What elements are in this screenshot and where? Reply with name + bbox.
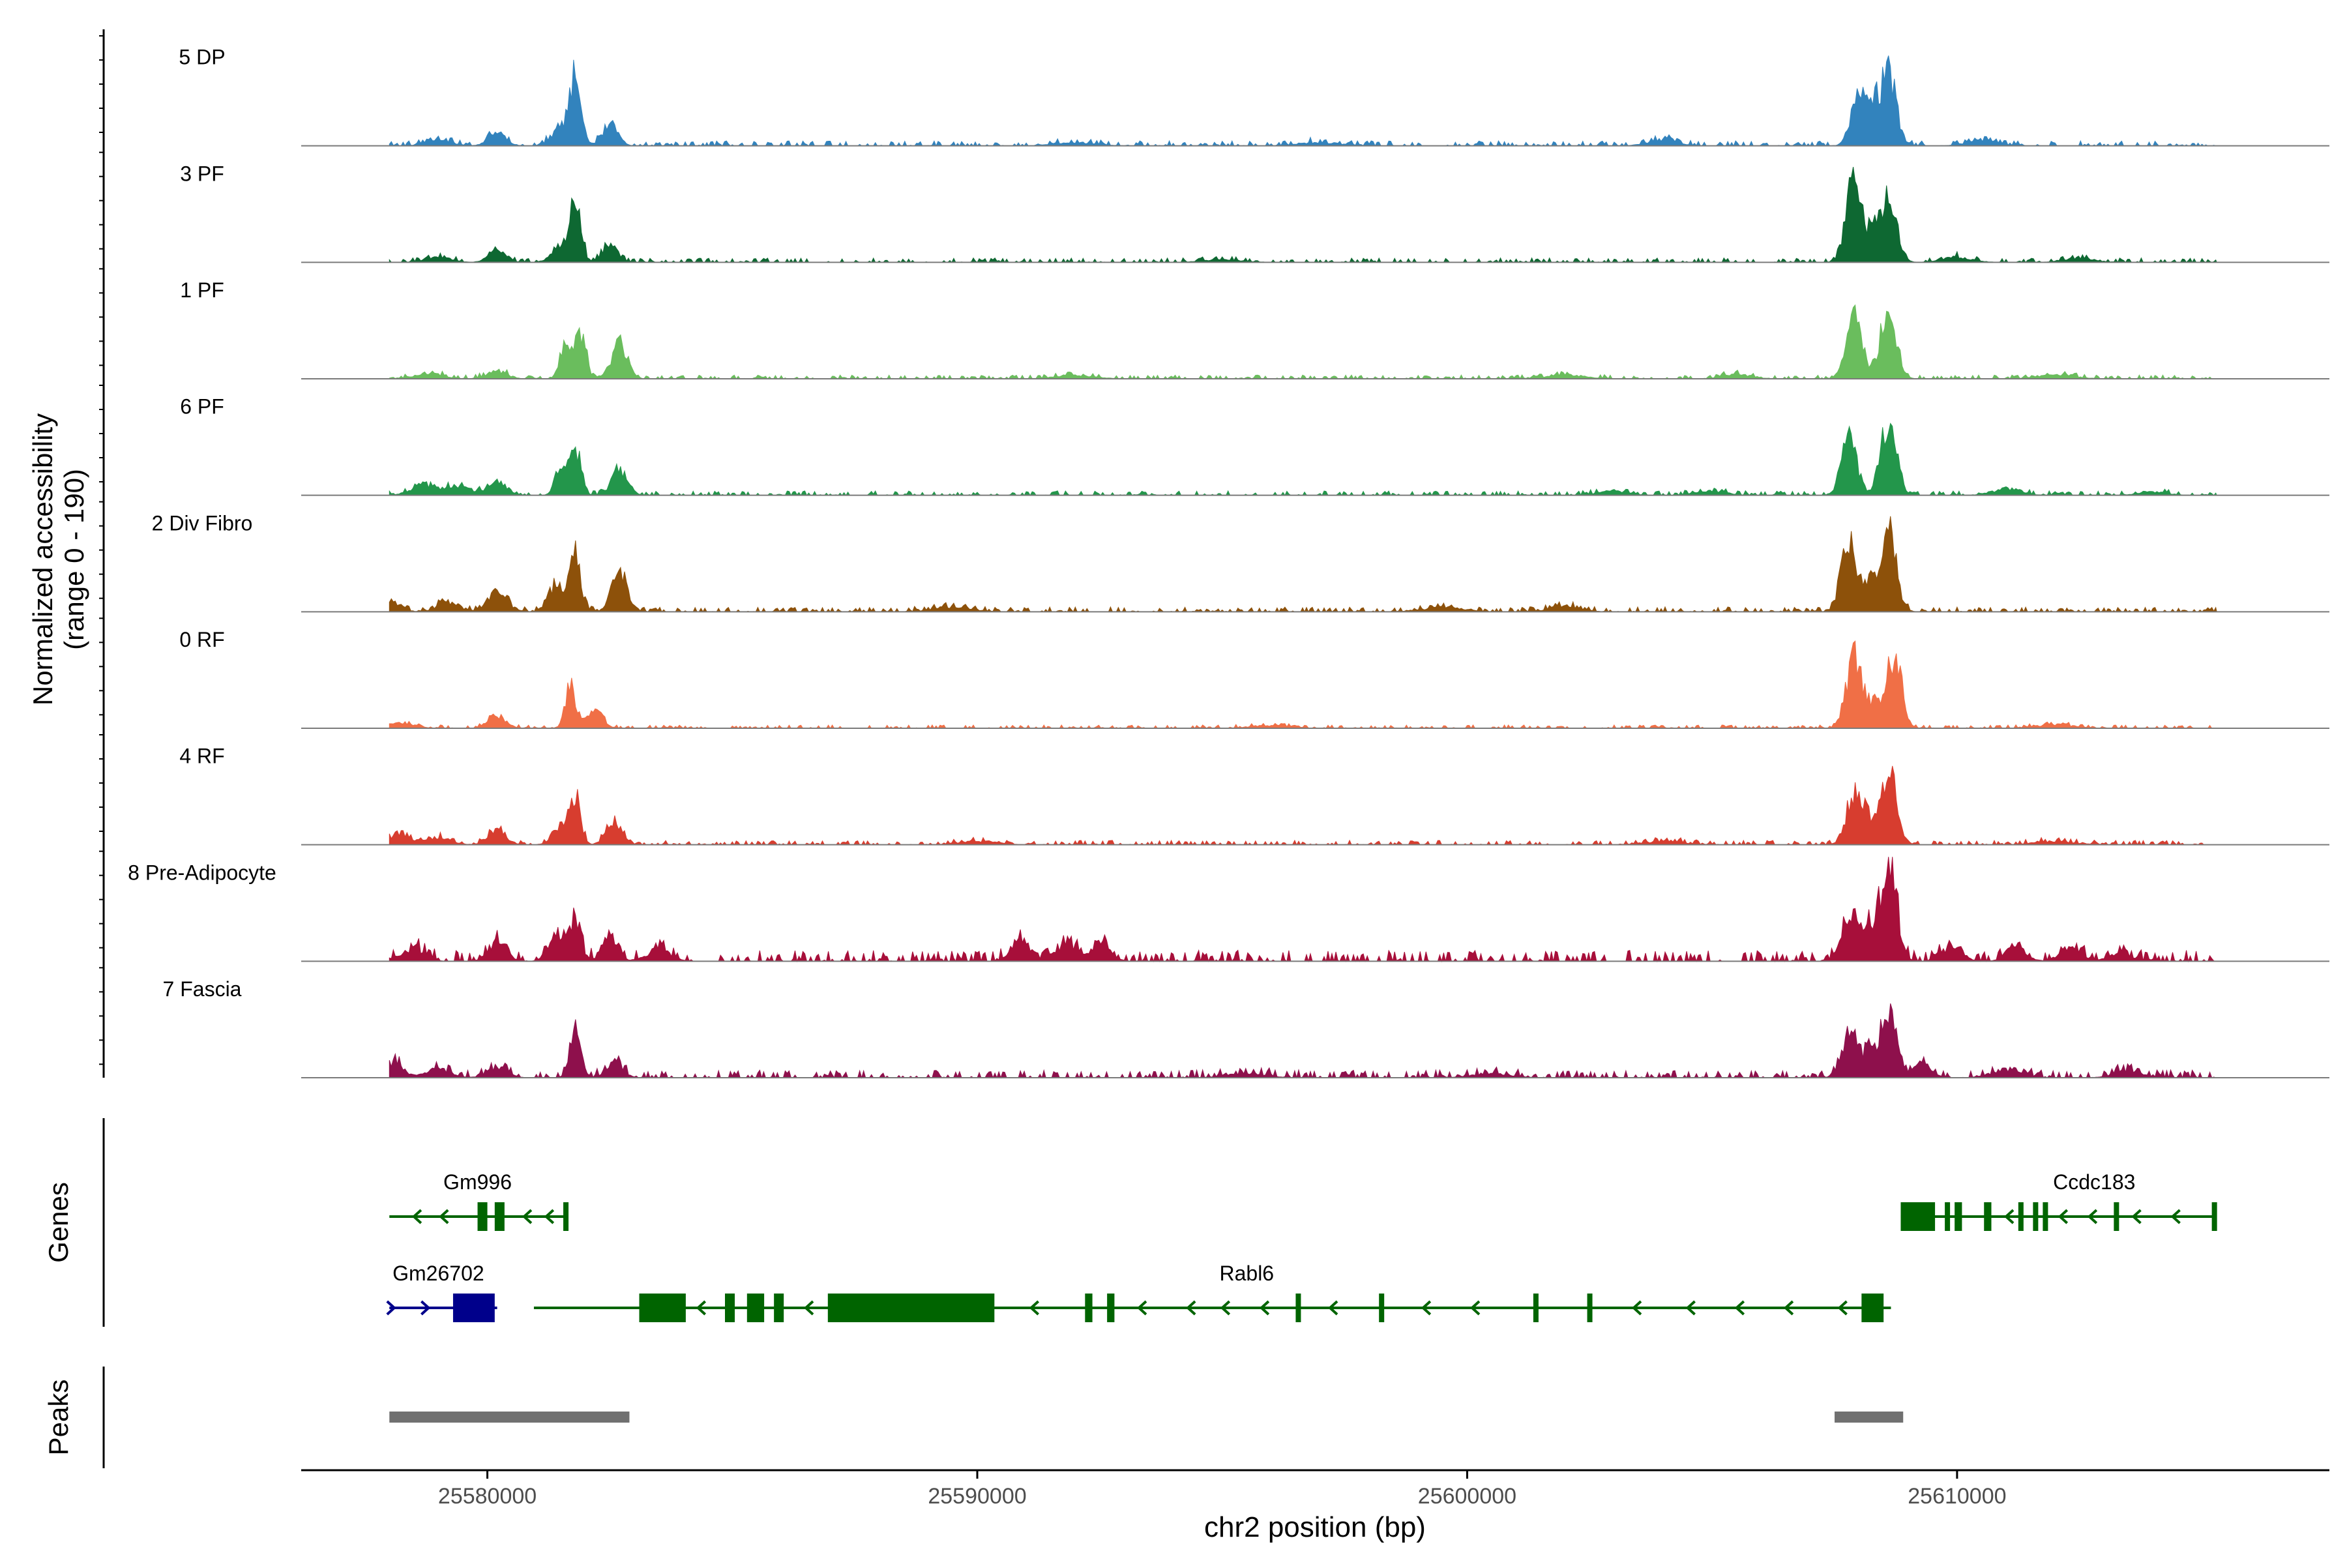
gene-exon <box>2211 1202 2217 1231</box>
gene-ccdc183: Ccdc183 <box>1900 1170 2217 1231</box>
gene-exon <box>1861 1294 1884 1322</box>
gene-label: Ccdc183 <box>2053 1170 2135 1194</box>
strand-arrow <box>421 1300 431 1316</box>
gene-label: Gm26702 <box>392 1262 484 1285</box>
track-3: 1 PF <box>180 278 2329 379</box>
strand-arrow <box>1421 1300 1432 1316</box>
gene-exon <box>1107 1294 1115 1322</box>
gene-exon <box>1295 1294 1301 1322</box>
gene-exon <box>1533 1294 1539 1322</box>
track-label: 3 PF <box>180 162 224 185</box>
x-tick-label: 25590000 <box>928 1484 1026 1509</box>
strand-arrow <box>2058 1209 2069 1224</box>
strand-arrow <box>1029 1300 1040 1316</box>
peaks-panel-label: Peaks <box>43 1380 74 1456</box>
track-label: 5 DP <box>179 46 225 69</box>
gene-exon <box>494 1202 505 1231</box>
coverage-area <box>389 55 2217 147</box>
gene-exon <box>477 1202 488 1231</box>
strand-arrow <box>1685 1300 1696 1316</box>
strand-arrow <box>2131 1209 2142 1224</box>
gene-exon <box>1955 1202 1962 1231</box>
gene-label: Gm996 <box>443 1170 512 1194</box>
track-label: 8 Pre-Adipocyte <box>128 861 276 884</box>
x-tick-label: 25600000 <box>1418 1484 1516 1509</box>
x-axis-label: chr2 position (bp) <box>1204 1511 1426 1543</box>
x-axis-ticks: 25580000 25590000 25600000 25610000 <box>438 1470 2007 1509</box>
strand-arrow <box>1631 1300 1642 1316</box>
gene-exon <box>1900 1202 1936 1231</box>
track-label: 6 PF <box>180 395 224 419</box>
strand-arrow <box>411 1209 422 1224</box>
gene-annotations: Gm996 Ccdc183 Gm26702 Rabl6 <box>386 1170 2217 1322</box>
strand-arrow <box>1837 1300 1848 1316</box>
gene-exon <box>2043 1202 2048 1231</box>
gene-exon <box>1379 1294 1385 1322</box>
strand-arrow <box>696 1300 707 1316</box>
strand-arrow <box>1734 1300 1745 1316</box>
coverage-tracks: 5 DP 3 PF 1 PF 6 PF 2 Div Fibro 0 RF 4 RF 8 Pre… <box>128 46 2329 1079</box>
strand-arrow <box>544 1209 555 1224</box>
gene-exon <box>774 1294 784 1322</box>
strand-arrow <box>386 1300 396 1316</box>
gene-exon <box>827 1294 995 1322</box>
track-label: 2 Div Fibro <box>152 511 253 535</box>
strand-arrow <box>1220 1300 1231 1316</box>
gene-exon <box>2018 1202 2024 1231</box>
gene-label: Rabl6 <box>1219 1262 1274 1285</box>
x-tick-label: 25610000 <box>1908 1484 2006 1509</box>
peak-regions <box>389 1412 1904 1423</box>
track-1: 5 DP <box>179 46 2329 147</box>
gene-exon <box>639 1294 686 1322</box>
track-label: 0 RF <box>179 628 224 651</box>
gene-exon <box>563 1202 569 1231</box>
peak-region <box>1835 1412 1904 1423</box>
strand-arrow <box>1137 1300 1147 1316</box>
track-5: 2 Div Fibro <box>152 511 2329 613</box>
gene-exon <box>452 1294 495 1322</box>
strand-arrow <box>2087 1209 2098 1224</box>
track-6: 0 RF <box>179 628 2329 729</box>
strand-arrow <box>1783 1300 1794 1316</box>
track-label: 7 Fascia <box>163 977 242 1001</box>
track-8: 8 Pre-Adipocyte <box>128 857 2329 963</box>
gene-gm26702: Gm26702 <box>386 1262 497 1322</box>
genes-panel-label: Genes <box>43 1182 74 1263</box>
y-axis-label: Normalized accessibility <box>27 413 58 705</box>
peak-region <box>389 1412 630 1423</box>
gene-exon <box>2033 1202 2039 1231</box>
strand-arrow <box>804 1300 814 1316</box>
track-9: 7 Fascia <box>163 977 2329 1079</box>
gene-exon <box>1587 1294 1593 1322</box>
x-tick-label: 25580000 <box>438 1484 537 1509</box>
y-axis-label-range: (range 0 - 190) <box>59 469 89 650</box>
track-4: 6 PF <box>180 395 2329 496</box>
strand-arrow <box>1259 1300 1270 1316</box>
track-label: 4 RF <box>179 745 224 768</box>
strand-arrow <box>439 1209 449 1224</box>
gene-exon <box>2114 1202 2119 1231</box>
gene-gm996: Gm996 <box>389 1170 569 1231</box>
gene-exon <box>1984 1202 1992 1231</box>
gene-rabl6: Rabl6 <box>533 1262 1891 1322</box>
strand-arrow <box>1328 1300 1338 1316</box>
gene-exon <box>1085 1294 1093 1322</box>
gene-exon <box>746 1294 765 1322</box>
strand-arrow <box>2004 1209 2015 1224</box>
strand-arrow <box>2170 1209 2181 1224</box>
coverage-y-ticks <box>99 35 104 1065</box>
track-7: 4 RF <box>179 745 2329 846</box>
strand-arrow <box>1469 1300 1481 1316</box>
track-2: 3 PF <box>180 162 2329 263</box>
gene-exon <box>725 1294 735 1322</box>
gene-exon <box>1945 1202 1951 1231</box>
coverage-area <box>389 422 2217 496</box>
strand-arrow <box>1186 1300 1196 1316</box>
strand-arrow <box>522 1209 533 1224</box>
track-label: 1 PF <box>180 278 224 302</box>
